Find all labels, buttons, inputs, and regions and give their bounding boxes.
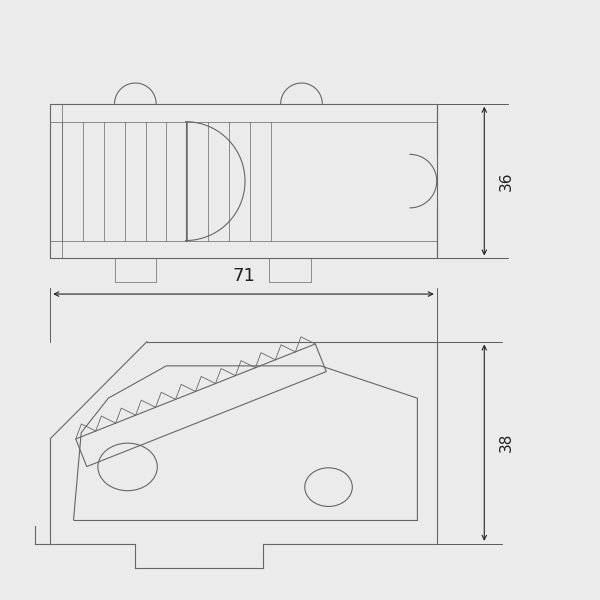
Bar [50, 104, 437, 122]
Text: 71: 71 [232, 267, 255, 285]
Bar [50, 241, 437, 259]
Text: 36: 36 [499, 172, 514, 191]
Bar [269, 259, 311, 282]
Bar [115, 259, 156, 282]
Text: 38: 38 [499, 433, 514, 452]
Bar [50, 104, 437, 259]
